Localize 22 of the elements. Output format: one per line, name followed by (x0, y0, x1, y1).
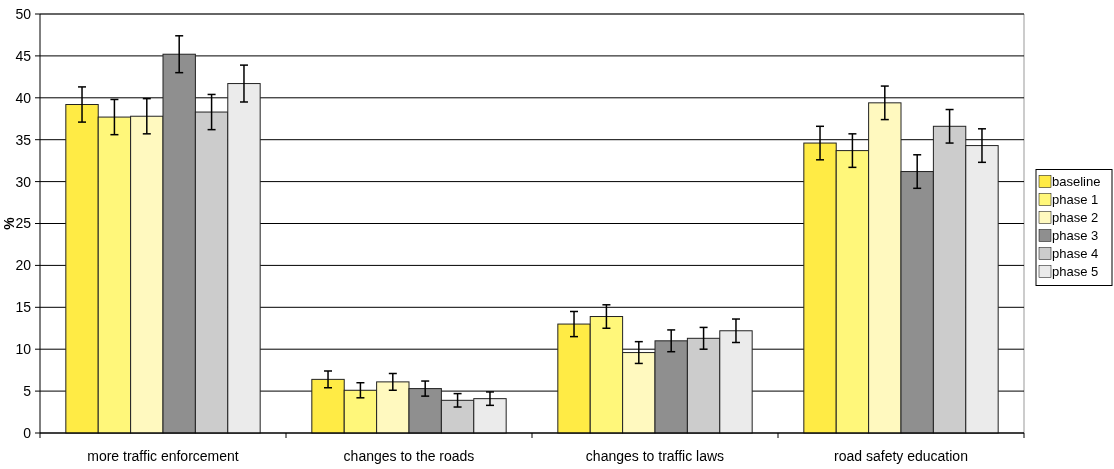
y-axis-title: % (1, 216, 17, 230)
y-tick-label: 25 (15, 215, 32, 232)
x-tick-label: road safety education (834, 448, 968, 464)
y-tick-label: 5 (23, 383, 32, 399)
legend-label: phase 5 (1052, 264, 1099, 280)
y-tick-label: 40 (15, 89, 32, 106)
x-tick-label: more traffic enforcement (87, 448, 239, 464)
x-tick-label: changes to traffic laws (585, 448, 725, 464)
y-tick-label: 0 (23, 424, 32, 441)
legend-label: baseline (1052, 174, 1101, 190)
y-tick-label: 45 (15, 47, 32, 64)
legend-label: phase 4 (1052, 246, 1099, 262)
legend-label: phase 2 (1052, 210, 1099, 226)
y-tick-label: 15 (15, 299, 32, 316)
y-tick-label: 30 (15, 173, 32, 190)
legend-label: phase 3 (1052, 228, 1099, 244)
legend-label: phase 1 (1052, 192, 1099, 208)
x-tick-label: changes to the roads (343, 448, 475, 464)
y-tick-label: 50 (15, 5, 32, 22)
y-tick-label: 20 (15, 257, 32, 274)
y-tick-label: 10 (15, 341, 32, 358)
y-tick-label: 35 (15, 131, 32, 148)
